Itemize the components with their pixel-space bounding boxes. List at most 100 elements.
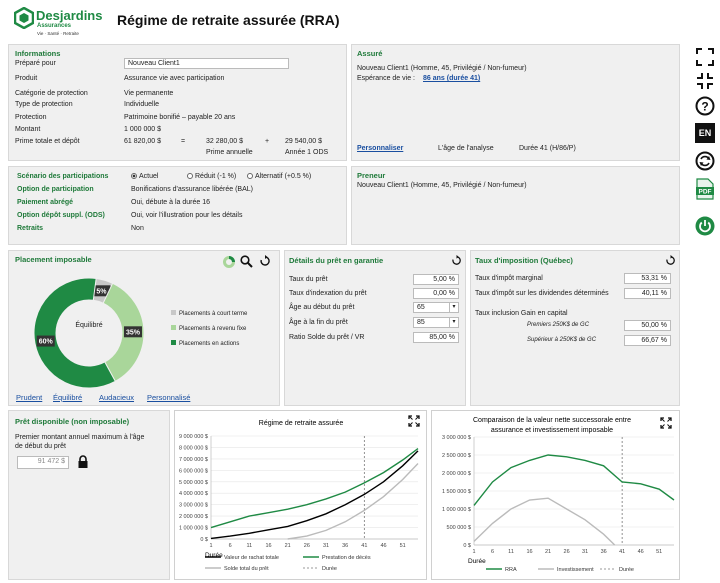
preneur-panel: Preneur Nouveau Client1 (Homme, 45, Priv… xyxy=(351,166,680,245)
x-tick-label: 11 xyxy=(246,543,252,549)
scenario-row-value: Oui, débute à la durée 16 xyxy=(131,199,211,206)
power-icon[interactable] xyxy=(694,215,716,237)
placement-panel: Placement imposable 5% 35% 60% Équilibré P… xyxy=(8,250,280,406)
prime-annuelle: 32 280,00 $ xyxy=(206,138,243,145)
pret-rate-input[interactable]: 5,00 % xyxy=(413,274,459,285)
slice-label: 60% xyxy=(39,339,54,346)
scenario-option-alternatif[interactable]: Alternatif (+0.5 %) xyxy=(247,173,311,180)
taux-title: Taux d'imposition (Québec) xyxy=(475,256,573,265)
radio-icon xyxy=(187,173,193,180)
radio-label: Actuel xyxy=(139,173,159,180)
info-row-label: Protection xyxy=(15,114,47,121)
allocation-donut: 5% 35% 60% xyxy=(33,277,145,389)
personnaliser-link[interactable]: Personnaliser xyxy=(357,145,404,152)
y-tick-label: 2 500 000 $ xyxy=(442,453,471,459)
scenario-row-label: Option de participation xyxy=(17,186,94,193)
prime-plus: + xyxy=(265,138,270,145)
esperance-link[interactable]: 86 ans (durée 41) xyxy=(423,75,481,82)
y-tick-label: 2 000 000 $ xyxy=(179,514,208,520)
gain-first-input[interactable]: 50,00 % xyxy=(624,320,671,331)
x-tick-label: 16 xyxy=(265,543,271,549)
profile-link-equilibre[interactable]: Équilibré xyxy=(53,393,83,402)
info-panel: Informations Préparé pour Nouveau Client… xyxy=(8,44,347,161)
slice-label: 5% xyxy=(96,288,107,295)
collapse-icon[interactable] xyxy=(694,70,716,92)
pret-ratio-input[interactable]: 85,00 % xyxy=(413,332,459,343)
prepared-label: Préparé pour xyxy=(15,60,56,67)
slice-label-bg xyxy=(92,285,111,297)
x-tick-label: 31 xyxy=(582,549,588,555)
lock-icon[interactable] xyxy=(77,455,89,469)
desjardins-hex-icon xyxy=(14,7,34,29)
prime-annuelle-label: Prime annuelle xyxy=(206,149,253,156)
search-icon[interactable] xyxy=(240,255,253,268)
legend-swatch xyxy=(171,325,176,330)
x-tick-label: 1 xyxy=(209,543,212,549)
x-tick-label: 21 xyxy=(285,543,291,549)
donut-slice xyxy=(33,277,116,389)
pdf-icon[interactable]: PDF xyxy=(694,178,716,200)
profile-link-audacieux[interactable]: Audacieux xyxy=(99,393,135,402)
y-tick-label: 8 000 000 $ xyxy=(179,445,208,451)
help-icon[interactable]: ? xyxy=(694,95,716,117)
pret-row-label: Taux du prêt xyxy=(289,276,328,283)
scenario-title: Scénario des participations xyxy=(17,173,109,180)
reset-icon[interactable] xyxy=(451,255,462,266)
donut-center-label: Équilibré xyxy=(75,322,103,329)
expand-chart-icon[interactable] xyxy=(660,417,672,429)
profile-link-personnalise[interactable]: Personnalisé xyxy=(147,393,191,402)
y-tick-label: 4 000 000 $ xyxy=(179,491,208,497)
prepared-input[interactable]: Nouveau Client1 xyxy=(124,58,289,69)
taux-row-label: Taux d'impôt sur les dividendes détermin… xyxy=(475,290,609,297)
prime-eq: = xyxy=(181,138,186,145)
taux-dividendes-input[interactable]: 40,11 % xyxy=(624,288,671,299)
esperance-label: Espérance de vie : xyxy=(357,75,415,82)
info-row-label: Catégorie de protection xyxy=(15,90,88,97)
profile-link-prudent[interactable]: Prudent xyxy=(16,393,43,402)
y-tick-label: 3 000 000 $ xyxy=(179,503,208,509)
scenario-option-reduit[interactable]: Réduit (-1 %) xyxy=(187,173,236,180)
x-tick-label: 6 xyxy=(491,549,494,555)
scenario-option-actuel[interactable]: Actuel xyxy=(131,173,158,180)
preneur-line: Nouveau Client1 (Homme, 45, Privilégié /… xyxy=(357,182,527,189)
y-tick-label: 1 500 000 $ xyxy=(442,489,471,495)
age-analyse-label: L'âge de l'analyse xyxy=(438,145,494,152)
donut-icon[interactable] xyxy=(223,256,235,268)
page-title: Régime de retraite assurée (RRA) xyxy=(117,12,340,28)
slice-label: 35% xyxy=(126,329,141,336)
x-tick-label: 26 xyxy=(564,549,570,555)
series-line xyxy=(287,463,419,540)
svg-text:?: ? xyxy=(701,100,708,114)
select-value: 65 xyxy=(417,304,425,311)
language-icon[interactable]: EN xyxy=(694,122,716,144)
pret-end-age-select[interactable]: 85 ▾ xyxy=(413,317,459,328)
expand-chart-icon[interactable] xyxy=(408,415,420,427)
y-tick-label: 2 000 000 $ xyxy=(442,471,471,477)
pret-index-input[interactable]: 0,00 % xyxy=(413,288,459,299)
taux-marginal-input[interactable]: 53,31 % xyxy=(624,273,671,284)
series-line xyxy=(210,450,419,540)
y-tick-label: 9 000 000 $ xyxy=(179,434,208,440)
preneur-title: Preneur xyxy=(357,171,386,180)
x-tick-label: 21 xyxy=(545,549,551,555)
pretdispo-panel: Prêt disponible (non imposable) Premier … xyxy=(8,410,170,580)
y-tick-label: 3 000 000 $ xyxy=(442,435,471,441)
scenario-row-label: Retraits xyxy=(17,225,44,232)
pret-row-label: Âge à la fin du prêt xyxy=(289,319,348,326)
x-tick-label: 31 xyxy=(323,543,329,549)
legend-item: Placements à revenu fixe xyxy=(171,325,246,332)
reset-icon[interactable] xyxy=(665,255,676,266)
x-tick-label: 26 xyxy=(304,543,310,549)
refresh-icon[interactable] xyxy=(694,150,716,172)
gain-row-label: Supérieur à 250K$ de GC xyxy=(527,337,597,343)
legend-label: Durée xyxy=(619,567,634,573)
chevron-down-icon: ▾ xyxy=(449,318,458,327)
radio-icon xyxy=(131,173,137,180)
gain-above-input[interactable]: 66,67 % xyxy=(624,335,671,346)
pret-start-age-select[interactable]: 65 ▾ xyxy=(413,302,459,313)
reset-icon[interactable] xyxy=(259,255,271,267)
info-title: Informations xyxy=(15,49,61,58)
expand-icon[interactable] xyxy=(694,46,716,68)
scenario-row-value: Bonifications d'assurance libérée (BAL) xyxy=(131,186,253,193)
info-row-label: Produit xyxy=(15,75,38,82)
